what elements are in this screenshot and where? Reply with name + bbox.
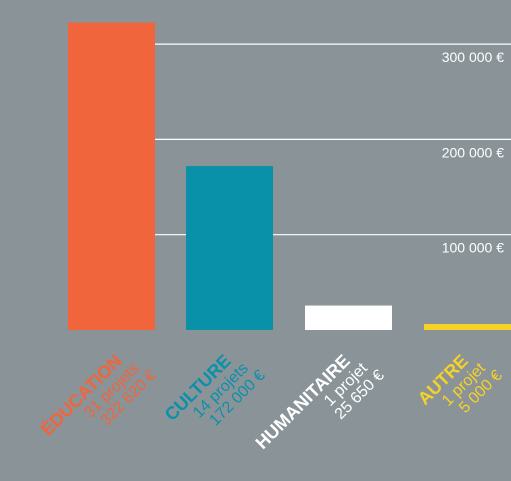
bar-layer [68, 22, 511, 330]
bar-3 [424, 324, 511, 330]
y-tick-label-0: 100 000 € [442, 240, 504, 256]
tick-label-layer: 100 000 € 200 000 € 300 000 € [442, 49, 504, 256]
y-tick-label-1: 200 000 € [442, 144, 504, 160]
y-tick-label-2: 300 000 € [442, 49, 504, 65]
bar-1 [186, 166, 273, 330]
bar-2 [305, 305, 392, 330]
bar-0 [68, 22, 155, 330]
